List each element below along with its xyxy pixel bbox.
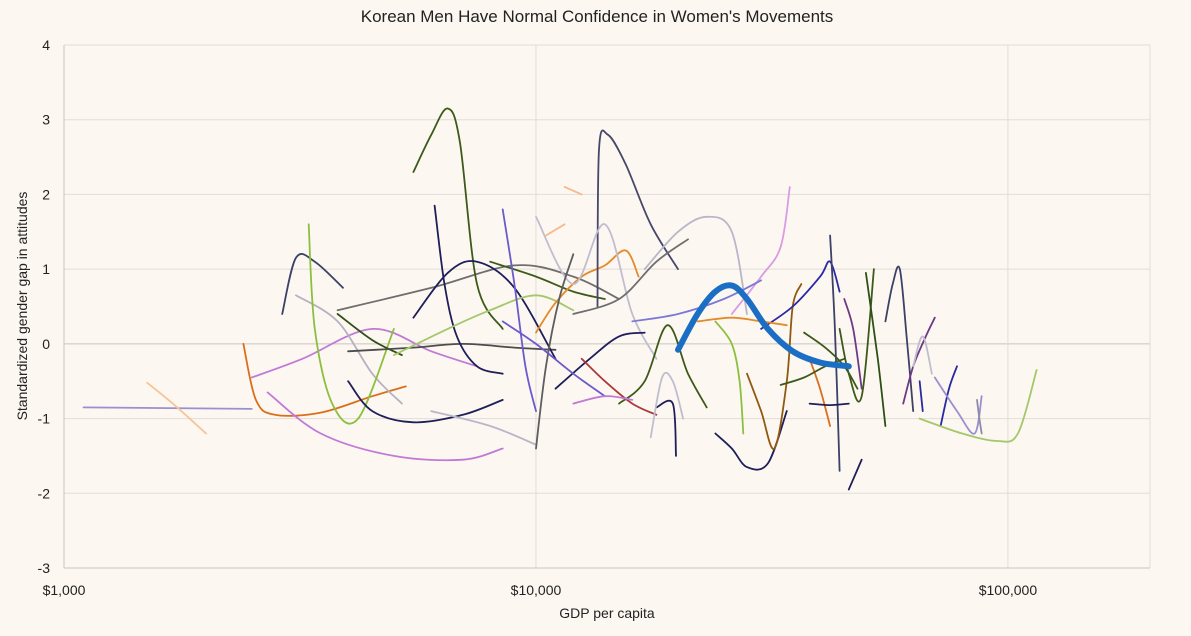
series-line-c41 xyxy=(865,272,887,427)
series-line-c29 xyxy=(580,357,658,416)
series-line-c20 xyxy=(535,249,640,334)
y-tick-label: 3 xyxy=(42,112,50,128)
series-line-c27 xyxy=(572,238,689,315)
series-line-south-korea xyxy=(675,282,852,370)
series-line-c02 xyxy=(146,381,207,435)
series-line-c34 xyxy=(714,320,745,435)
series-line-c18 xyxy=(489,260,606,300)
series-line-c26 xyxy=(535,253,575,450)
series-line-c13 xyxy=(412,107,504,330)
series-line-c01 xyxy=(82,406,253,410)
series-line-c46 xyxy=(912,335,933,375)
series-line-c21 xyxy=(596,129,679,308)
series-line-c32 xyxy=(649,371,684,439)
y-tick-label: 0 xyxy=(42,336,50,352)
series-line-c35 xyxy=(746,283,803,450)
series-line-c05 xyxy=(266,391,504,462)
series-line-c57 xyxy=(501,320,606,398)
x-tick-label: $10,000 xyxy=(511,582,562,598)
series-line-c30 xyxy=(618,324,708,409)
series-line-c14 xyxy=(412,260,557,360)
series-line-c42 xyxy=(884,265,915,412)
series-line-c04 xyxy=(250,327,478,379)
series-line-c48 xyxy=(918,369,1038,443)
series-line-c11 xyxy=(347,380,504,424)
y-tick-label: -1 xyxy=(38,411,51,427)
series-line-c33 xyxy=(714,410,788,471)
series-group xyxy=(82,107,1038,491)
series-line-c37 xyxy=(760,260,841,330)
series-line-c36 xyxy=(808,357,831,427)
series-line-c44 xyxy=(918,380,924,412)
series-line-c40 xyxy=(838,268,875,403)
series-line-c10 xyxy=(336,313,403,356)
x-axis-label: GDP per capita xyxy=(559,605,655,621)
series-line-c06 xyxy=(281,253,344,315)
y-tick-label: 2 xyxy=(42,186,50,202)
series-line-c54 xyxy=(803,331,859,390)
series-line-c24 xyxy=(545,223,566,237)
x-tick-label: $100,000 xyxy=(979,582,1038,598)
series-line-c39 xyxy=(843,298,863,390)
series-line-c23 xyxy=(563,186,583,196)
series-line-c50 xyxy=(976,399,983,435)
y-tick-label: -2 xyxy=(38,485,51,501)
series-line-c07 xyxy=(295,294,403,405)
series-line-c28 xyxy=(643,215,748,315)
series-line-c17 xyxy=(393,294,575,356)
series-line-c47 xyxy=(939,365,958,427)
series-line-c08 xyxy=(307,223,395,425)
x-tick-label: $1,000 xyxy=(43,582,86,598)
series-line-c53 xyxy=(779,357,846,386)
series-line-c12 xyxy=(347,343,557,353)
y-tick-label: -3 xyxy=(38,560,51,576)
plot-area xyxy=(64,45,1150,568)
series-line-c31 xyxy=(655,399,677,457)
series-line-c43 xyxy=(847,458,863,491)
y-tick-label: 4 xyxy=(42,37,50,53)
series-line-c38 xyxy=(829,234,841,472)
series-line-c15 xyxy=(433,204,504,375)
series-line-c45 xyxy=(902,316,936,405)
series-line-c55 xyxy=(696,316,788,327)
axes: -3 -2 -1 0 1 2 3 4 $1,000 $10,000 $100,000 xyxy=(38,37,1150,598)
series-line-c16 xyxy=(430,410,537,446)
y-tick-label: 1 xyxy=(42,261,50,277)
y-axis-label: Standardized gender gap in attitudes xyxy=(14,192,30,421)
series-line-c56 xyxy=(808,402,850,406)
series-line-c58 xyxy=(572,395,634,405)
series-line-c19 xyxy=(501,208,537,412)
series-line-c25 xyxy=(554,331,646,390)
series-line-c22 xyxy=(535,215,658,360)
chart-title: Korean Men Have Normal Confidence in Wom… xyxy=(361,7,834,26)
